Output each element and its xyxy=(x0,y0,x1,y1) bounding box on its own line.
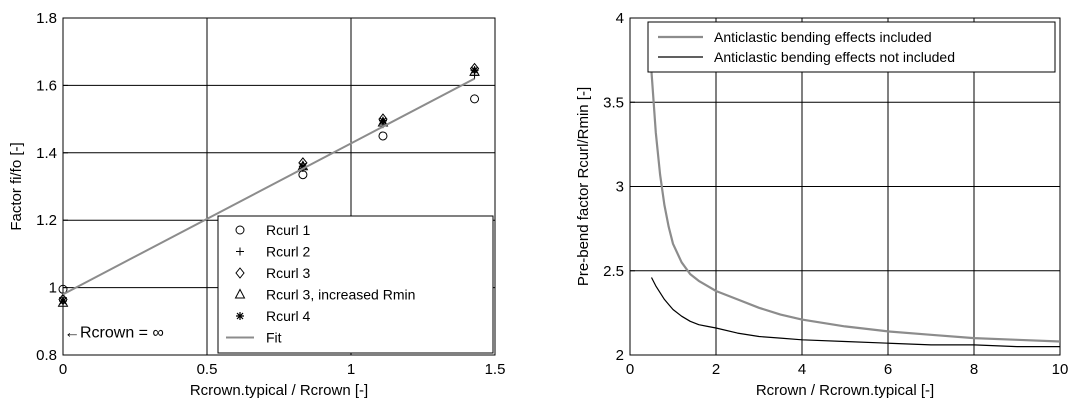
data-point-rcurl-3-increased-rmin xyxy=(57,296,69,307)
legend-marker-4 xyxy=(236,312,244,320)
legend-marker-2 xyxy=(235,267,245,279)
x-tick-label: 4 xyxy=(798,361,806,378)
data-point-rcurl-1 xyxy=(470,94,480,104)
x-tick-label: 0 xyxy=(626,361,634,378)
x-axis-label: Rcrown / Rcrown.typical [-] xyxy=(756,382,934,399)
y-tick-label: 3 xyxy=(616,179,624,196)
legend-entry: Anticlastic bending effects included xyxy=(714,29,932,45)
x-tick-label: 6 xyxy=(884,361,892,378)
legend-entry: Rcurl 3, increased Rmin xyxy=(266,287,415,303)
data-point-rcurl-4 xyxy=(59,297,67,306)
y-tick-label: 0.8 xyxy=(36,347,57,364)
y-tick-label: 1.8 xyxy=(36,10,57,27)
legend-box-2 xyxy=(647,21,1056,73)
plot-frame-0 xyxy=(62,17,496,356)
data-point-rcurl-4 xyxy=(378,116,387,125)
x-tick-label: 1 xyxy=(347,361,355,378)
y-axis-label: Factor fi/fo [-] xyxy=(8,142,25,230)
series-line-1 xyxy=(650,277,1060,348)
legend-entry: Fit xyxy=(266,330,282,346)
data-point-rcurl-4 xyxy=(470,66,479,75)
y-tick-label: 1.6 xyxy=(36,77,57,94)
legend-marker-0 xyxy=(235,225,245,235)
series-line-0 xyxy=(650,71,1061,343)
legend-marker-3 xyxy=(234,288,246,299)
legend-entry: Rcurl 2 xyxy=(266,244,311,260)
y-axis-label: Pre-bend factor Rcurl/Rmin [-] xyxy=(575,87,592,286)
y-tick-label: 2 xyxy=(616,347,624,364)
y-tick-label: 1.2 xyxy=(36,212,57,229)
x-tick-label: 10 xyxy=(1052,361,1069,378)
x-tick-label: 8 xyxy=(970,361,978,378)
fit-line xyxy=(62,77,476,296)
legend-entry: Rcurl 3 xyxy=(266,265,311,281)
x-axis-label: Rcrown.typical / Rcrown [-] xyxy=(190,382,368,399)
legend-entry: Rcurl 4 xyxy=(266,308,311,324)
data-point-rcurl-3-increased-rmin xyxy=(469,65,480,76)
y-tick-label: 1.4 xyxy=(36,145,57,162)
y-tick-label: 3.5 xyxy=(603,94,624,111)
annotation-rcrown-infinity: ←Rcrown = ∞ xyxy=(64,324,164,341)
x-tick-label: 0.5 xyxy=(197,361,218,378)
legend-box-1 xyxy=(217,215,494,354)
x-tick-label: 2 xyxy=(712,361,720,378)
legend-entry: Anticlastic bending effects not included xyxy=(714,49,955,65)
legend-entry: Rcurl 1 xyxy=(266,222,311,238)
legend-marker-1 xyxy=(236,247,244,256)
y-tick-label: 1 xyxy=(49,280,57,297)
x-tick-label: 0 xyxy=(59,361,67,378)
y-tick-label: 4 xyxy=(616,10,624,27)
y-tick-label: 2.5 xyxy=(603,263,624,280)
data-point-rcurl-4 xyxy=(298,162,307,171)
data-point-rcurl-1 xyxy=(378,131,388,141)
x-tick-label: 1.5 xyxy=(485,361,506,378)
